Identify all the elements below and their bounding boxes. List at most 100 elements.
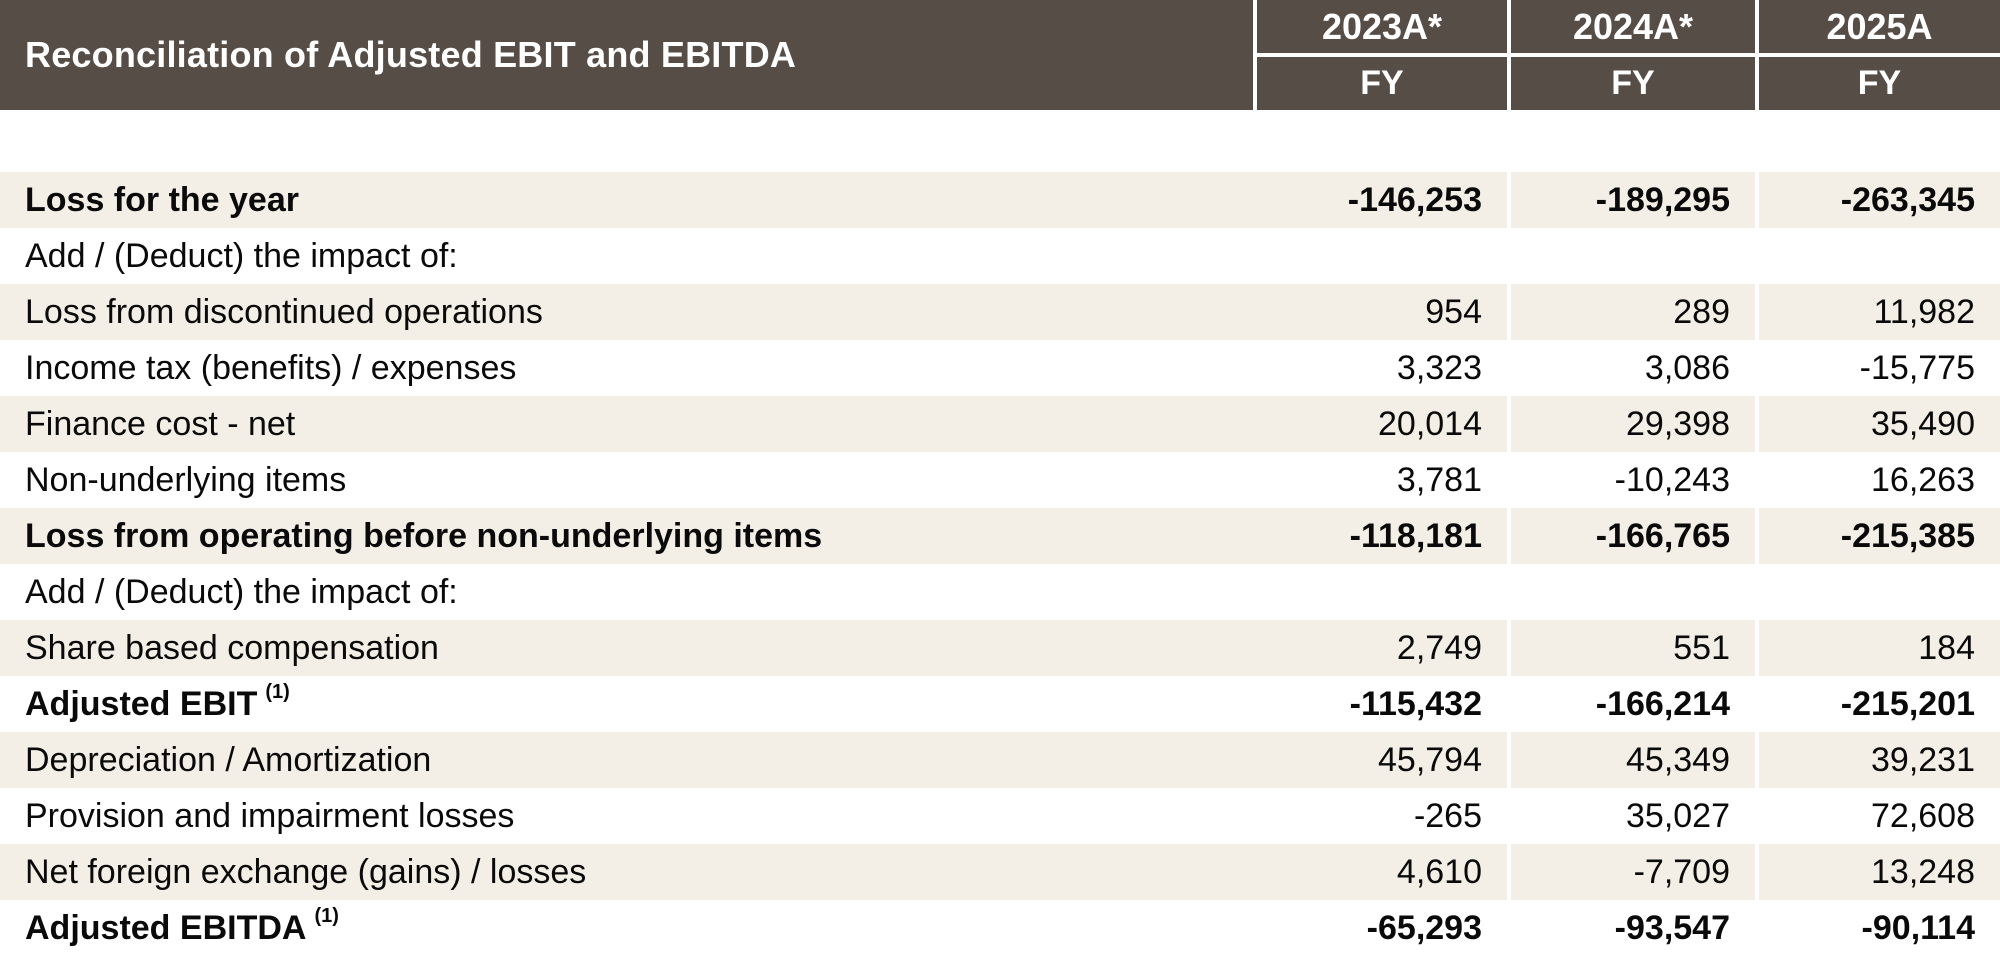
table-row: Finance cost - net 20,014 29,398 35,490 bbox=[0, 396, 2000, 452]
row-value-2024: 45,349 bbox=[1507, 732, 1755, 788]
row-label-superscript: (1) bbox=[314, 904, 339, 927]
row-label-cell: Loss from discontinued operations bbox=[0, 284, 1253, 340]
row-value-2025: -263,345 bbox=[1755, 172, 2000, 228]
row-value-2024: -7,709 bbox=[1507, 844, 1755, 900]
table-title: Reconciliation of Adjusted EBIT and EBIT… bbox=[25, 34, 797, 75]
table-row: Adjusted EBIT (1) -115,432 -166,214 -215… bbox=[0, 676, 2000, 732]
row-value-2024 bbox=[1507, 564, 1755, 620]
row-label-cell: Income tax (benefits) / expenses bbox=[0, 340, 1253, 396]
row-value-2025: -215,201 bbox=[1755, 676, 2000, 732]
row-label: Adjusted EBITDA bbox=[25, 908, 307, 947]
row-label: Finance cost - net bbox=[25, 404, 296, 443]
row-value-2024: 29,398 bbox=[1507, 396, 1755, 452]
row-value-2023: 4,610 bbox=[1396, 852, 1482, 891]
table-title-cell: Reconciliation of Adjusted EBIT and EBIT… bbox=[0, 0, 1253, 110]
row-value-2023: 20,014 bbox=[1378, 404, 1482, 443]
column-year-label: 2023A* bbox=[1257, 0, 1507, 57]
column-header-2024: 2024A* FY bbox=[1507, 0, 1755, 110]
row-label-cell: Add / (Deduct) the impact of: bbox=[0, 228, 1253, 284]
row-value-2023: 3,781 bbox=[1396, 460, 1482, 499]
row-label-cell: Adjusted EBIT (1) bbox=[0, 676, 1253, 732]
row-value-2025: 11,982 bbox=[1755, 284, 2000, 340]
row-label-cell: Loss from operating before non-underlyin… bbox=[0, 508, 1253, 564]
table-body: Loss for the year -146,253 -189,295 -263… bbox=[0, 172, 2000, 956]
row-value-2024: -166,214 bbox=[1507, 676, 1755, 732]
row-label: Provision and impairment losses bbox=[25, 796, 515, 835]
row-value-2025: -90,114 bbox=[1755, 900, 2000, 956]
row-label-superscript: (1) bbox=[265, 680, 290, 703]
row-label: Loss from discontinued operations bbox=[25, 292, 543, 331]
table-row: Add / (Deduct) the impact of: bbox=[0, 228, 2000, 284]
row-value-2025 bbox=[1755, 228, 2000, 284]
row-label: Income tax (benefits) / expenses bbox=[25, 348, 517, 387]
column-period-label: FY bbox=[1857, 64, 1902, 102]
table-row: Loss from operating before non-underlyin… bbox=[0, 508, 2000, 564]
row-label-cell: Provision and impairment losses bbox=[0, 788, 1253, 844]
row-value-2024 bbox=[1507, 228, 1755, 284]
row-label: Add / (Deduct) the impact of: bbox=[25, 572, 458, 611]
column-year-label: 2024A* bbox=[1511, 0, 1755, 57]
row-label-cell: Finance cost - net bbox=[0, 396, 1253, 452]
column-header-2023: 2023A* FY bbox=[1253, 0, 1507, 110]
row-label: Loss from operating before non-underlyin… bbox=[25, 516, 823, 555]
row-value-2023 bbox=[1253, 564, 1507, 620]
row-label-cell: Adjusted EBITDA (1) bbox=[0, 900, 1253, 956]
row-label-cell: Depreciation / Amortization bbox=[0, 732, 1253, 788]
column-year-label: 2025A bbox=[1759, 0, 2000, 57]
column-period-label: FY bbox=[1611, 64, 1655, 102]
row-label-cell: Share based compensation bbox=[0, 620, 1253, 676]
row-value-2025 bbox=[1755, 564, 2000, 620]
row-value-2023 bbox=[1253, 228, 1507, 284]
row-label: Adjusted EBIT bbox=[25, 684, 258, 723]
row-label-cell: Non-underlying items bbox=[0, 452, 1253, 508]
row-value-2023: 3,323 bbox=[1396, 348, 1482, 387]
row-value-2024: 35,027 bbox=[1507, 788, 1755, 844]
table-row: Provision and impairment losses -265 35,… bbox=[0, 788, 2000, 844]
row-value-2025: 35,490 bbox=[1755, 396, 2000, 452]
row-label-cell: Loss for the year bbox=[0, 172, 1253, 228]
row-value-2025: 72,608 bbox=[1755, 788, 2000, 844]
row-value-2024: -166,765 bbox=[1507, 508, 1755, 564]
row-value-2025: -15,775 bbox=[1755, 340, 2000, 396]
row-value-2024: -189,295 bbox=[1507, 172, 1755, 228]
row-label: Share based compensation bbox=[25, 628, 439, 667]
column-period-label: FY bbox=[1360, 64, 1404, 102]
row-value-2025: 16,263 bbox=[1755, 452, 2000, 508]
row-label-cell: Net foreign exchange (gains) / losses bbox=[0, 844, 1253, 900]
row-value-2023: 45,794 bbox=[1378, 740, 1482, 779]
table-row: Non-underlying items 3,781 -10,243 16,26… bbox=[0, 452, 2000, 508]
table-row: Net foreign exchange (gains) / losses 4,… bbox=[0, 844, 2000, 900]
table-row: Add / (Deduct) the impact of: bbox=[0, 564, 2000, 620]
row-value-2024: -10,243 bbox=[1507, 452, 1755, 508]
row-value-2025: -215,385 bbox=[1755, 508, 2000, 564]
table-row: Income tax (benefits) / expenses 3,323 3… bbox=[0, 340, 2000, 396]
row-value-2023: -118,181 bbox=[1349, 516, 1482, 555]
table-row: Depreciation / Amortization 45,794 45,34… bbox=[0, 732, 2000, 788]
row-value-2023: -115,432 bbox=[1349, 684, 1482, 723]
table-header: Reconciliation of Adjusted EBIT and EBIT… bbox=[0, 0, 2000, 110]
row-label-cell: Add / (Deduct) the impact of: bbox=[0, 564, 1253, 620]
row-value-2025: 13,248 bbox=[1755, 844, 2000, 900]
row-value-2023: -265 bbox=[1413, 796, 1482, 835]
row-value-2023: -65,293 bbox=[1366, 908, 1482, 947]
row-label: Net foreign exchange (gains) / losses bbox=[25, 852, 587, 891]
table-row: Loss for the year -146,253 -189,295 -263… bbox=[0, 172, 2000, 228]
row-value-2024: 3,086 bbox=[1507, 340, 1755, 396]
column-header-2025: 2025A FY bbox=[1755, 0, 2000, 110]
table-row: Loss from discontinued operations 954 28… bbox=[0, 284, 2000, 340]
row-label: Add / (Deduct) the impact of: bbox=[25, 236, 458, 275]
row-value-2025: 184 bbox=[1755, 620, 2000, 676]
row-value-2024: -93,547 bbox=[1507, 900, 1755, 956]
row-value-2023: -146,253 bbox=[1347, 180, 1482, 219]
row-value-2023: 2,749 bbox=[1396, 628, 1482, 667]
table-row: Adjusted EBITDA (1) -65,293 -93,547 -90,… bbox=[0, 900, 2000, 956]
row-label: Loss for the year bbox=[25, 180, 299, 219]
row-value-2024: 289 bbox=[1507, 284, 1755, 340]
row-value-2025: 39,231 bbox=[1755, 732, 2000, 788]
row-label: Depreciation / Amortization bbox=[25, 740, 432, 779]
row-value-2024: 551 bbox=[1507, 620, 1755, 676]
row-value-2023: 954 bbox=[1425, 292, 1482, 331]
row-label: Non-underlying items bbox=[25, 460, 347, 499]
table-row: Share based compensation 2,749 551 184 bbox=[0, 620, 2000, 676]
